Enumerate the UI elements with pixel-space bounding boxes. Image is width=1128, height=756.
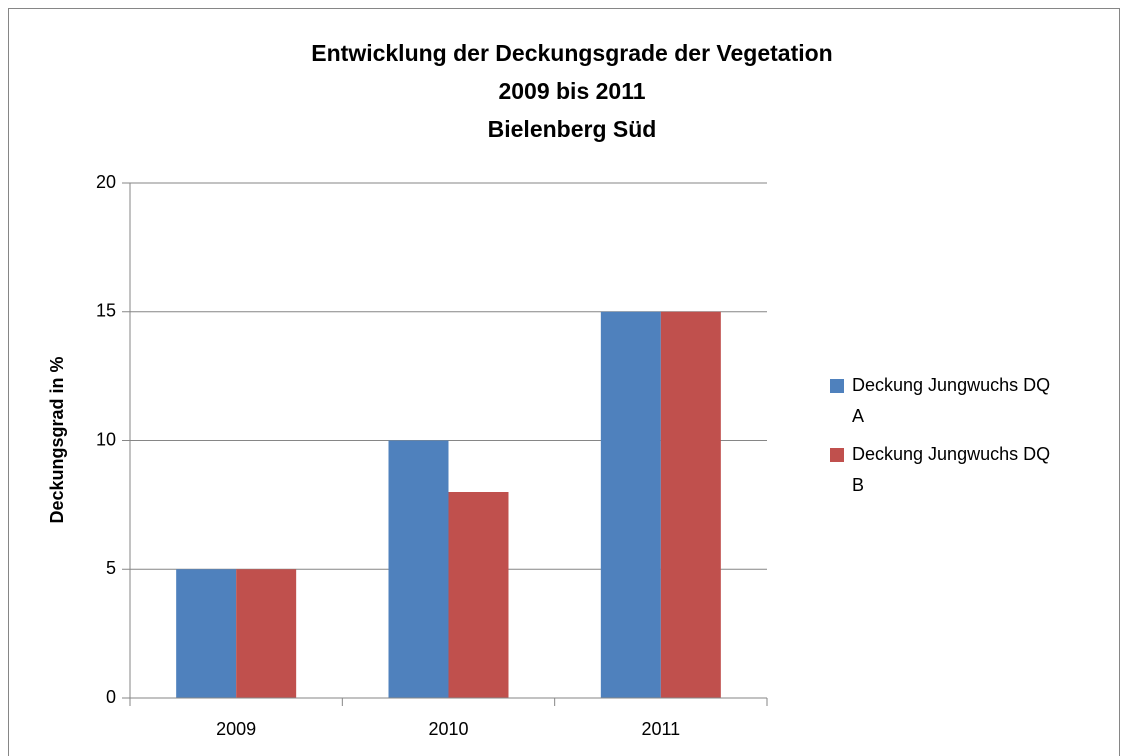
bar xyxy=(448,492,509,698)
chart-title: 2009 bis 2011 xyxy=(498,78,645,104)
bar xyxy=(236,569,297,698)
legend-entry: Deckung Jungwuchs DQ B xyxy=(830,439,1080,501)
y-tick-label: 10 xyxy=(96,429,116,449)
legend-label: Deckung Jungwuchs DQ B xyxy=(852,444,1051,495)
chart-border xyxy=(8,8,1120,756)
x-tick-label: 2009 xyxy=(216,719,256,739)
legend-label: Deckung Jungwuchs DQ A xyxy=(852,375,1051,426)
legend-entry: Deckung Jungwuchs DQ A xyxy=(830,370,1080,432)
bar xyxy=(388,440,449,698)
chart-title: Bielenberg Süd xyxy=(488,116,657,142)
y-tick-label: 5 xyxy=(106,558,116,578)
y-axis-label: Deckungsgrad in % xyxy=(47,356,67,523)
y-tick-label: 0 xyxy=(106,687,116,707)
bar xyxy=(176,569,237,698)
legend-swatch xyxy=(830,448,844,462)
x-tick-label: 2011 xyxy=(641,719,680,739)
chart-title: Entwicklung der Deckungsgrade der Vegeta… xyxy=(311,40,832,66)
x-tick-label: 2010 xyxy=(428,719,468,739)
bar xyxy=(660,311,721,698)
bar xyxy=(600,311,661,698)
legend-swatch xyxy=(830,379,844,393)
y-tick-label: 15 xyxy=(96,301,116,321)
y-tick-label: 20 xyxy=(96,172,116,192)
